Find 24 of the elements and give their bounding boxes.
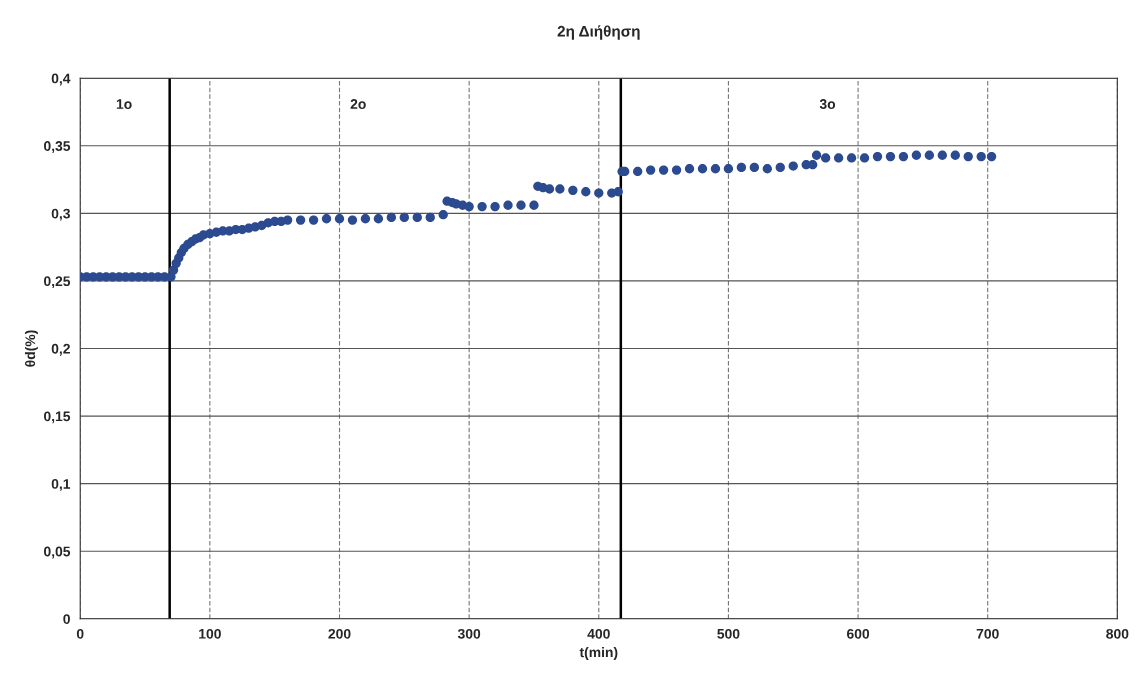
- y-tick-label: 0,1: [51, 478, 71, 491]
- y-tick-label: 0,25: [44, 276, 71, 289]
- y-tick-label: 0,2: [51, 343, 70, 356]
- x-tick-label: 400: [587, 628, 610, 639]
- y-tick-label: 0,05: [44, 546, 71, 559]
- y-tick-label: 0,35: [44, 141, 71, 153]
- annotation: 1o: [116, 99, 132, 109]
- y-tick-label: 0: [63, 614, 70, 624]
- x-tick-label: 100: [199, 628, 221, 639]
- x-tick-label: 700: [976, 628, 999, 639]
- x-tick-label: 600: [846, 628, 870, 639]
- x-axis-title: t(min): [579, 647, 618, 660]
- y-tick-label: 0,15: [44, 411, 71, 424]
- x-tick-label: 800: [1106, 628, 1129, 639]
- y-axis-title: θd(%): [24, 330, 38, 367]
- x-tick-label: 200: [328, 628, 351, 639]
- x-tick-label: 300: [457, 628, 481, 639]
- x-tick-label: 500: [717, 628, 740, 639]
- annotation: 2o: [350, 99, 366, 109]
- y-tick-label: 0,3: [51, 208, 70, 221]
- annotation: 3o: [819, 99, 836, 109]
- chart-title: 2η Διήθηση: [557, 25, 640, 40]
- x-tick-label: 0: [76, 628, 84, 639]
- y-tick-label: 0,4: [51, 73, 71, 86]
